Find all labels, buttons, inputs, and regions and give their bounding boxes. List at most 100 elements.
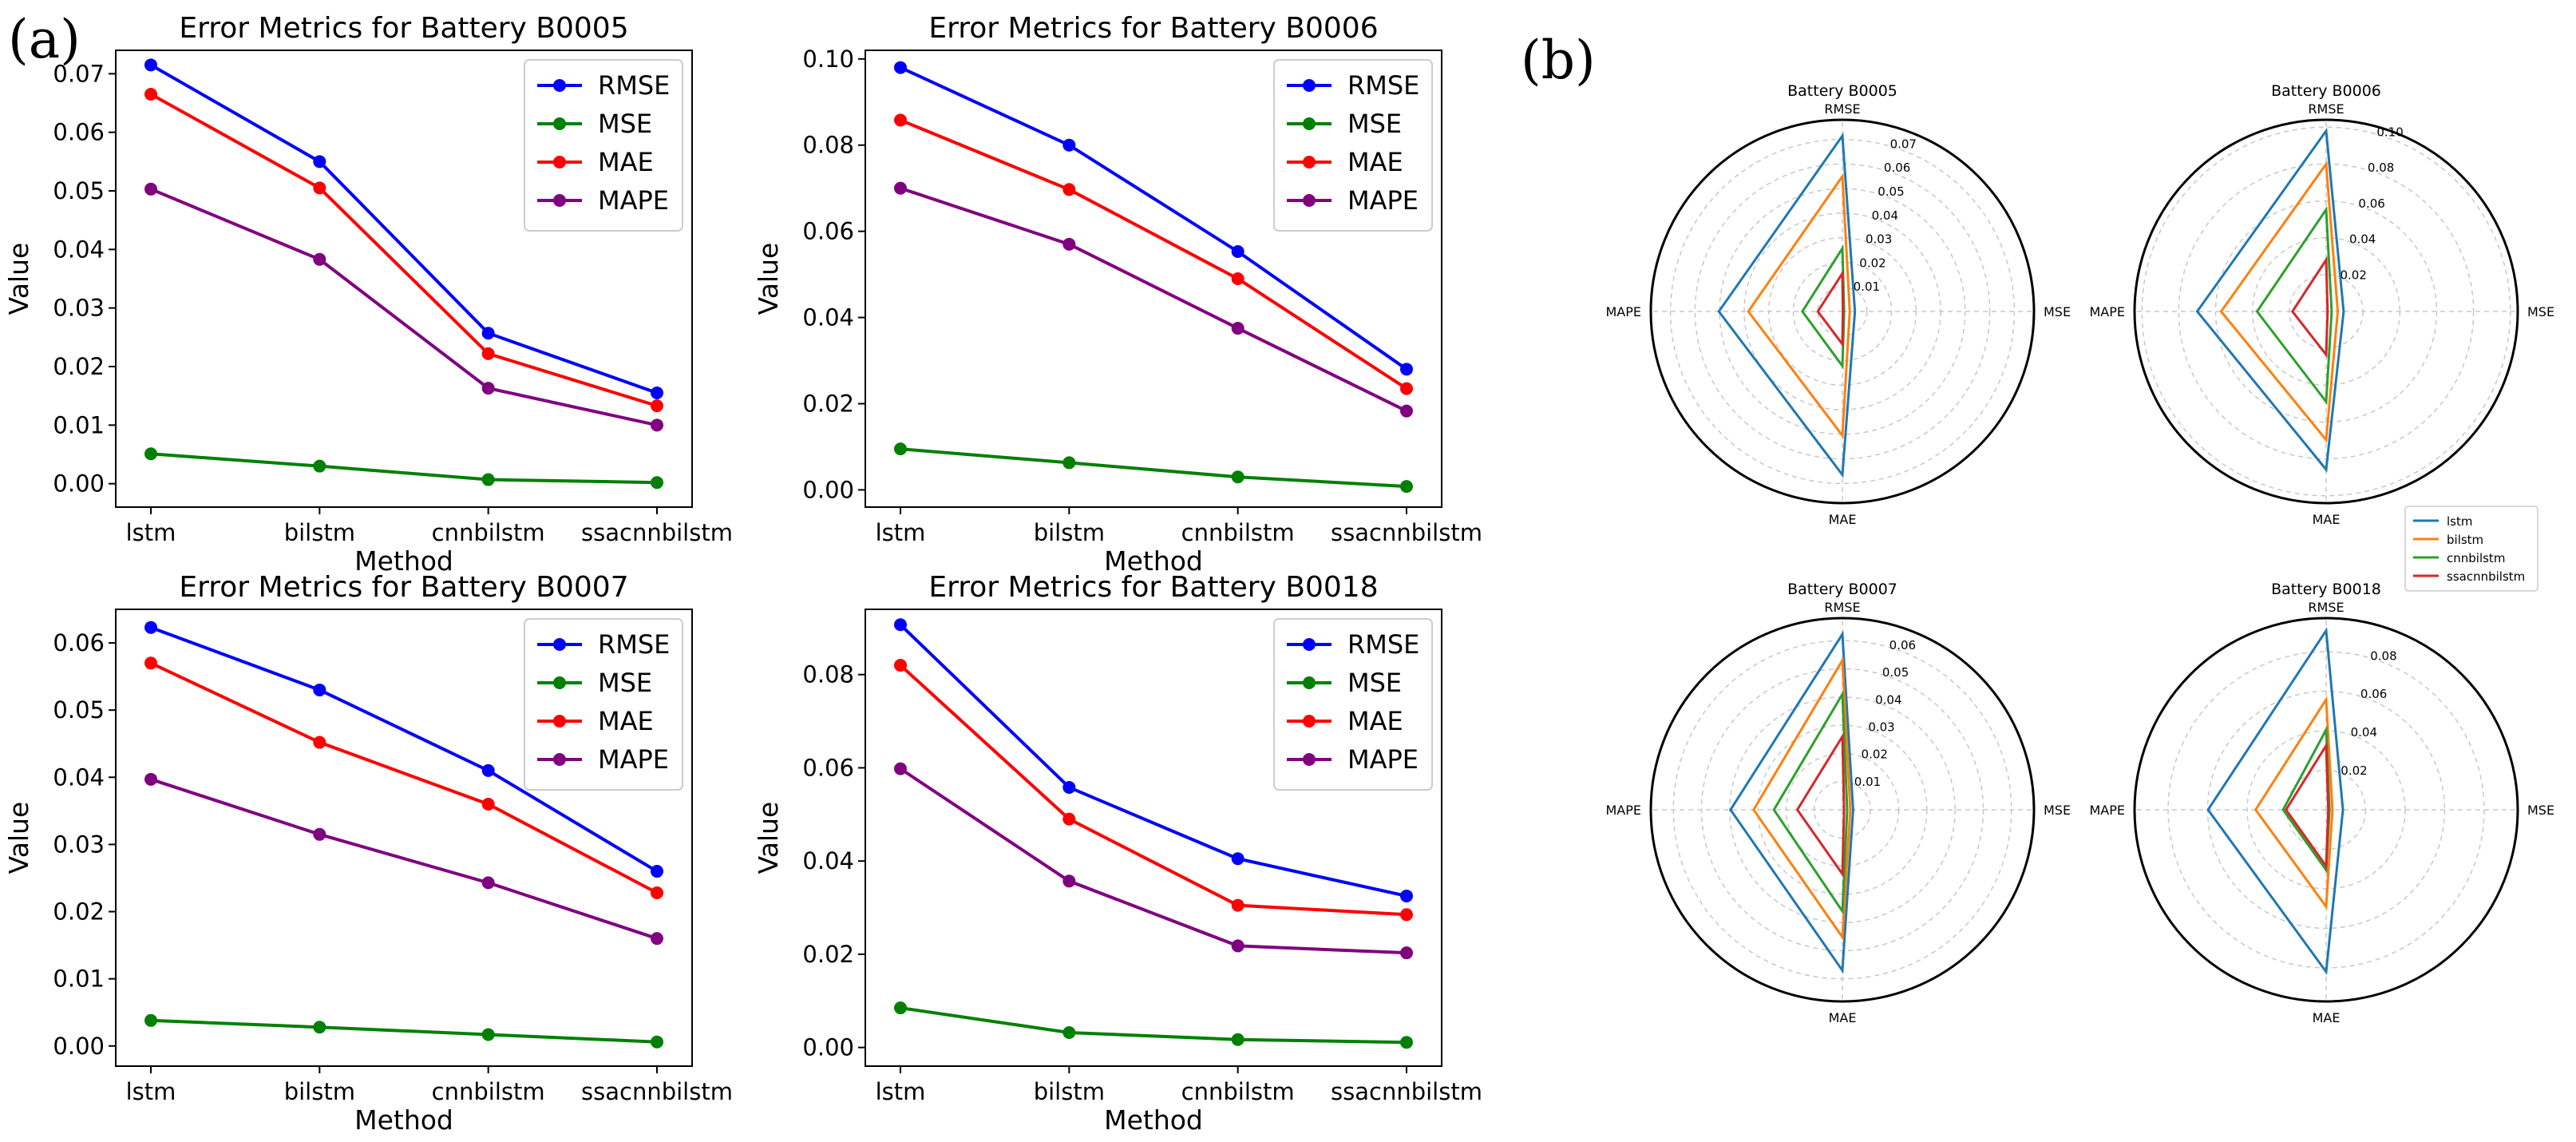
- y-tick-label: 0.00: [802, 1034, 854, 1061]
- radial-tick-label: 0.04: [2349, 232, 2376, 247]
- data-point-mape: [651, 932, 663, 946]
- data-point-rmse: [1400, 363, 1413, 376]
- y-tick-label: 0.02: [802, 390, 854, 417]
- plot-frame: [865, 609, 1442, 1067]
- y-tick-label: 0.02: [802, 941, 854, 968]
- y-tick-label: 0.01: [53, 411, 105, 438]
- radar-chart-1: 0.01 0.02 0.03 0.04 0.05 0.06 0.07 RMSE MSE MAE MA…: [1605, 82, 2071, 527]
- data-point-mse: [894, 442, 907, 456]
- data-point-rmse: [1062, 780, 1076, 794]
- radar-legend-label: ssacnnbilstm: [2447, 569, 2525, 584]
- legend-label: RMSE: [598, 70, 670, 101]
- radar-title: Battery B0005: [1787, 82, 1897, 100]
- panel-label-b: (b): [1521, 30, 1596, 91]
- y-tick-label: 0.04: [53, 763, 105, 791]
- radar-series-cnnbilstm: [2255, 205, 2333, 406]
- data-point-mae: [313, 181, 326, 195]
- legend-marker: [1303, 156, 1316, 169]
- axis-label-mae: MAE: [1829, 1010, 1857, 1025]
- x-tick-label: ssacnnbilstm: [581, 519, 733, 546]
- radar-title: Battery B0007: [1787, 581, 1897, 598]
- legend-marker: [1303, 715, 1316, 728]
- data-point-mae: [313, 736, 326, 749]
- chart-title: Error Metrics for Battery B0005: [179, 12, 628, 45]
- radial-gridline: [1694, 163, 1991, 460]
- data-point-mae: [481, 347, 495, 360]
- data-point-rmse: [651, 865, 663, 878]
- legend-marker: [553, 638, 566, 651]
- x-tick-label: lstm: [126, 1078, 176, 1105]
- y-axis-label: Value: [753, 802, 784, 874]
- data-point-mae: [1062, 812, 1076, 826]
- data-point-rmse: [313, 683, 326, 696]
- data-point-mape: [1400, 946, 1413, 960]
- y-tick-label: 0.04: [802, 304, 854, 331]
- data-point-mae: [894, 113, 907, 127]
- data-point-mse: [1062, 456, 1076, 470]
- x-tick-label: ssacnnbilstm: [1331, 1078, 1482, 1105]
- series-line-mape: [150, 777, 658, 941]
- data-point-mape: [651, 418, 663, 432]
- radar-series-ssacnnbilstm: [2284, 741, 2330, 870]
- radial-tick-label: 0.08: [2370, 648, 2396, 663]
- data-point-mse: [144, 447, 157, 461]
- y-tick-label: 0.02: [53, 353, 105, 380]
- legend-label: MAPE: [598, 744, 669, 775]
- x-tick-label: cnnbilstm: [432, 519, 545, 546]
- data-point-mae: [144, 656, 157, 670]
- radar-legend-label: bilstm: [2447, 533, 2483, 547]
- radar-series-bilstm: [2254, 696, 2334, 910]
- x-tick-label: lstm: [876, 1078, 926, 1105]
- y-tick-label: 0.08: [802, 661, 854, 688]
- radar-title: Battery B0018: [2271, 581, 2381, 598]
- data-point-mse: [651, 476, 663, 490]
- legend-label: MAE: [598, 147, 654, 177]
- series-line-rmse: [899, 623, 1407, 898]
- radar-chart-2: 0.020.040.060.080.10RMSEMSEMAEMAPEBatter…: [2089, 82, 2554, 527]
- data-point-mape: [1231, 322, 1244, 335]
- y-tick-label: 0.06: [53, 119, 105, 146]
- radial-tick-label: 0.02: [2341, 763, 2367, 778]
- radar-legend-label: cnnbilstm: [2447, 551, 2505, 565]
- data-point-rmse: [144, 58, 157, 72]
- legend-label: MAPE: [1347, 744, 1419, 775]
- data-point-rmse: [1231, 245, 1244, 259]
- series-line-mae: [899, 664, 1407, 917]
- data-point-mse: [144, 1013, 157, 1027]
- data-point-mae: [481, 797, 495, 811]
- data-point-mae: [894, 659, 907, 672]
- data-point-rmse: [144, 621, 157, 634]
- data-point-mape: [1062, 237, 1076, 251]
- series-line-mape: [899, 767, 1407, 955]
- data-point-mape: [1231, 939, 1244, 953]
- x-tick-label: bilstm: [284, 519, 355, 546]
- y-axis-label: Value: [3, 802, 34, 874]
- x-tick-label: cnnbilstm: [1181, 519, 1295, 546]
- x-axis-label: Method: [354, 545, 453, 577]
- legend-label: MSE: [1347, 109, 1402, 139]
- legend-label: RMSE: [1347, 629, 1419, 660]
- axis-label-mae: MAE: [1829, 512, 1857, 527]
- axis-label-mae: MAE: [2313, 512, 2341, 527]
- legend-label: MAPE: [1347, 185, 1419, 216]
- y-tick-label: 0.01: [53, 966, 105, 993]
- radar-legend-label: lstm: [2447, 514, 2472, 529]
- radial-tick-label: 0.08: [2368, 161, 2394, 175]
- legend-marker: [1303, 79, 1316, 92]
- legend-label: RMSE: [598, 629, 670, 660]
- legend-box: [1273, 618, 1433, 791]
- legend-label: MSE: [1347, 668, 1402, 698]
- data-point-rmse: [894, 61, 907, 74]
- data-point-mape: [144, 772, 157, 786]
- radar-series-cnnbilstm: [1772, 690, 1849, 915]
- x-axis-label: Method: [1104, 1104, 1203, 1136]
- radial-tick-label: 0.07: [1890, 137, 1917, 151]
- y-tick-label: 0.04: [53, 236, 105, 263]
- y-axis-label: Value: [3, 243, 34, 315]
- x-tick-label: bilstm: [284, 1078, 355, 1105]
- data-point-mse: [1231, 470, 1244, 484]
- y-tick-label: 0.06: [802, 218, 854, 245]
- legend-label: MAE: [598, 706, 654, 736]
- radial-tick-label: 0.06: [1889, 638, 1916, 652]
- data-point-mse: [894, 1001, 907, 1015]
